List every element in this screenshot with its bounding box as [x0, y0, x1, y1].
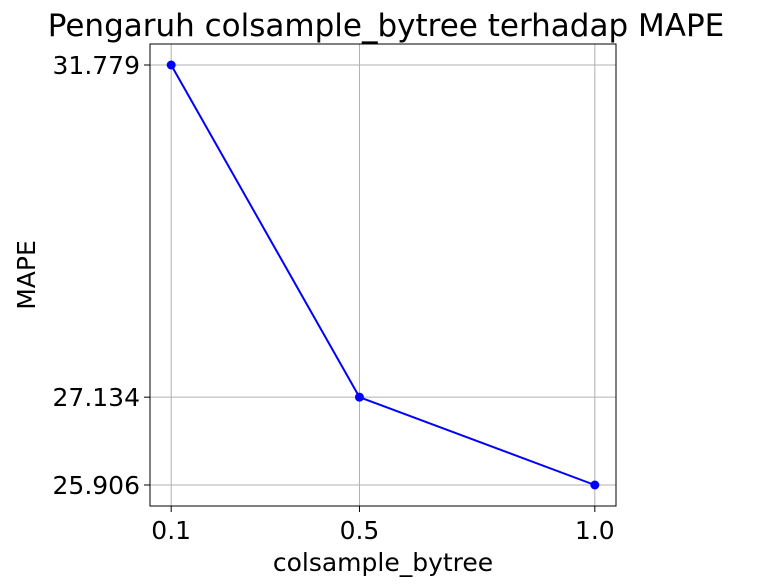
tick-layer: 0.1 0.5 1.0 25.906 27.134 31.779 [53, 51, 615, 545]
data-point [590, 480, 600, 490]
x-tick-label: 1.0 [575, 516, 615, 545]
x-tick-label: 0.5 [340, 516, 380, 545]
y-axis-label: MAPE [12, 240, 41, 310]
y-tick-label: 25.906 [53, 471, 140, 500]
chart-title: Pengaruh colsample_bytree terhadap MAPE [48, 8, 724, 44]
data-point [354, 392, 364, 402]
x-tick-label: 0.1 [151, 516, 191, 545]
plot-frame [149, 43, 617, 507]
grid-lines [150, 44, 616, 506]
data-point [166, 60, 176, 70]
x-axis-label: colsample_bytree [273, 548, 493, 577]
plot-area [150, 44, 616, 506]
y-tick-label: 27.134 [53, 383, 140, 412]
series-layer [166, 60, 600, 490]
y-tick-label: 31.779 [53, 51, 140, 80]
